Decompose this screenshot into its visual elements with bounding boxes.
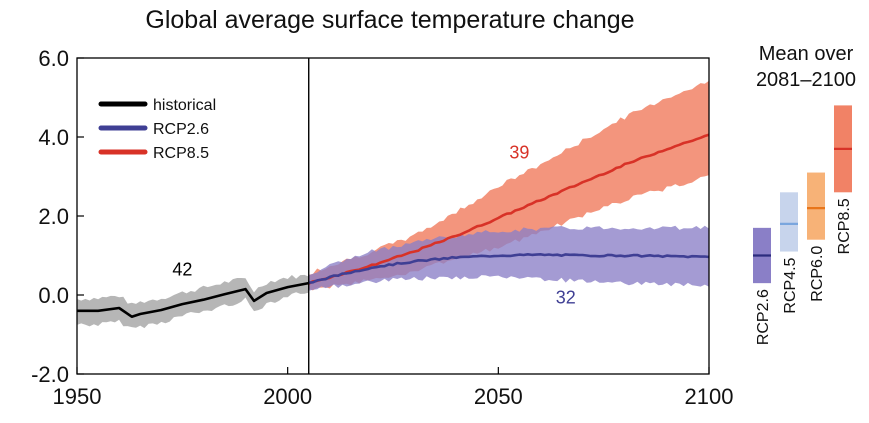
side-bar-rcp60 [807, 172, 825, 240]
legend-label: RCP8.5 [153, 145, 209, 162]
legend: historical RCP2.6 RCP8.5 [98, 97, 216, 162]
side-bar-rcp45 [780, 192, 798, 252]
side-bar-label: RCP4.5 [782, 257, 799, 313]
chart-title: Global average surface temperature chang… [145, 6, 634, 34]
x-tick-label: 2000 [263, 384, 312, 409]
side-panel-subtitle: 2081–2100 [756, 69, 856, 91]
y-tick-label: 6.0 [38, 46, 69, 71]
y-tick-label: 2.0 [38, 204, 69, 229]
side-panel-title: Mean over [759, 43, 854, 65]
x-tick-label: 2100 [685, 384, 734, 409]
uncertainty-bands [77, 80, 709, 329]
legend-label: historical [153, 97, 216, 114]
x-tick-label: 2050 [474, 384, 523, 409]
line-rcp26 [308, 253, 710, 284]
model-count-label: 39 [509, 143, 529, 163]
annotations: 42 39 32 [172, 143, 575, 308]
y-tick-label: 0.0 [38, 283, 69, 308]
band-rcp85 [308, 80, 709, 291]
x-tick-label: 1950 [53, 384, 102, 409]
model-count-label: 32 [556, 288, 576, 308]
side-panel: Mean over 2081–2100 RCP2.6 RCP4.5 RCP6.0 RCP8… [753, 43, 856, 345]
side-bar-label: RCP2.6 [755, 289, 772, 345]
y-tick-label: -2.0 [31, 362, 69, 387]
line-rcp85 [308, 133, 710, 285]
line-historical [77, 281, 309, 318]
series-lines [77, 58, 710, 374]
side-bar-label: RCP8.5 [836, 198, 853, 254]
band-rcp26 [308, 225, 709, 291]
legend-label: RCP2.6 [153, 121, 209, 138]
side-bar-label: RCP6.0 [809, 246, 826, 302]
axes: -2.0 0.0 2.0 4.0 6.0 1950 2000 2050 2100 [31, 46, 733, 409]
y-tick-label: 4.0 [38, 125, 69, 150]
model-count-label: 42 [172, 259, 192, 279]
